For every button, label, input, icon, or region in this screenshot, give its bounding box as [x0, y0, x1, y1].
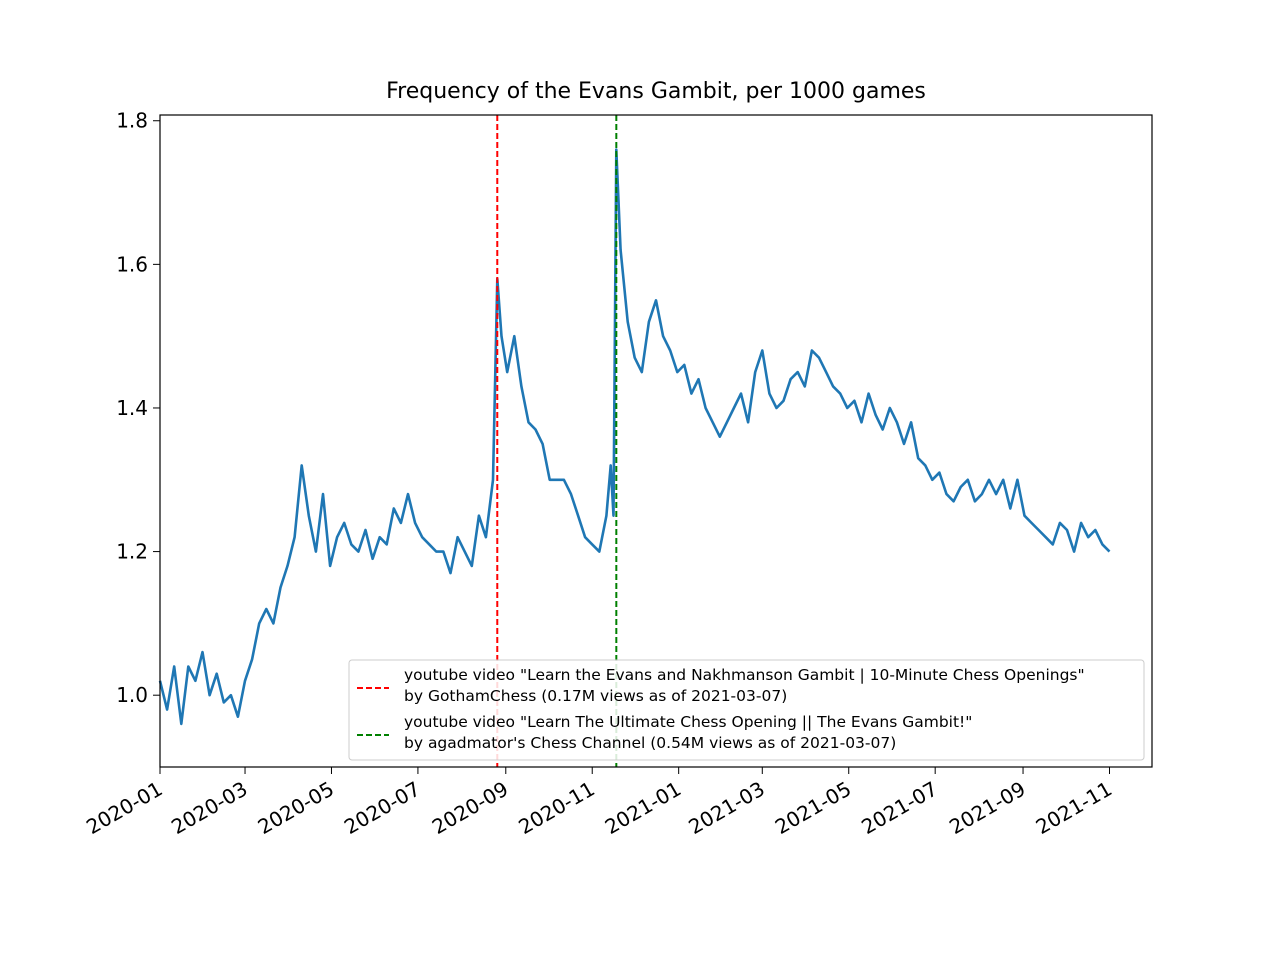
y-tick-label: 1.6 — [116, 252, 148, 276]
legend-label: youtube video "Learn the Evans and Nakhm… — [404, 666, 1085, 684]
chart-title: Frequency of the Evans Gambit, per 1000 … — [386, 79, 926, 104]
y-tick-label: 1.0 — [116, 683, 148, 707]
legend-label: by agadmator's Chess Channel (0.54M view… — [404, 734, 896, 752]
y-tick-label: 1.8 — [116, 109, 148, 133]
legend-box — [348, 659, 1145, 761]
y-tick-label: 1.2 — [116, 540, 148, 564]
data-line — [158, 148, 1111, 726]
legend-label: youtube video "Learn The Ultimate Chess … — [404, 713, 972, 731]
y-tick-label: 1.4 — [116, 396, 148, 420]
legend-label: by GothamChess (0.17M views as of 2021-0… — [404, 687, 787, 705]
plot-frame — [159, 114, 1153, 768]
